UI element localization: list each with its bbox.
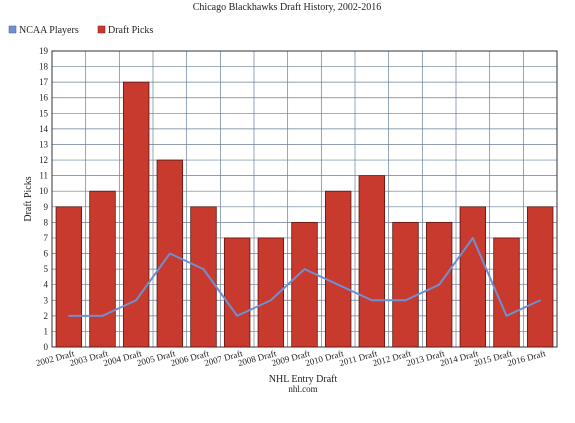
y-tick-label: 3 <box>44 295 49 305</box>
y-tick-label: 13 <box>39 139 49 149</box>
y-tick-label: 15 <box>39 108 49 118</box>
y-tick-label: 17 <box>39 77 49 87</box>
y-tick-label: 10 <box>39 186 49 196</box>
point-ncaa-players <box>135 299 137 302</box>
point-ncaa-players <box>303 268 306 270</box>
y-tick-label: 16 <box>39 93 49 103</box>
y-tick-label: 5 <box>44 264 49 274</box>
bar-draft-picks <box>291 221 318 348</box>
bar-draft-picks <box>459 206 487 348</box>
bar-draft-picks <box>493 237 520 348</box>
bar-draft-picks <box>55 206 83 348</box>
bar-draft-picks <box>526 206 554 348</box>
point-ncaa-players <box>371 299 373 302</box>
x-tick-label: 2016 Draft <box>506 348 547 368</box>
point-ncaa-players <box>236 315 238 317</box>
bar-draft-picks <box>358 175 386 348</box>
point-ncaa-players <box>505 315 508 317</box>
bar-draft-picks <box>223 237 251 348</box>
point-ncaa-players <box>270 299 272 302</box>
point-ncaa-players <box>202 268 205 270</box>
y-tick-label: 14 <box>39 124 49 134</box>
point-ncaa-players <box>68 315 70 317</box>
point-ncaa-players <box>101 315 104 317</box>
point-ncaa-players <box>472 237 474 239</box>
y-tick-label: 12 <box>39 155 48 165</box>
point-ncaa-players <box>337 283 339 286</box>
y-tick-label: 6 <box>44 249 49 259</box>
chart-title: Chicago Blackhawks Draft History, 2002-2… <box>193 2 381 13</box>
line-series <box>68 236 541 317</box>
bars <box>55 81 554 348</box>
y-tick-label: 1 <box>44 326 49 336</box>
y-tick-label: 9 <box>44 202 49 212</box>
source-label: nhl.com <box>288 384 317 394</box>
bar-draft-picks <box>122 81 150 348</box>
y-tick-label: 18 <box>39 62 49 72</box>
legend-label-draft-picks: Draft Picks <box>108 25 153 36</box>
bar-draft-picks <box>190 206 217 348</box>
y-axis-label: Draft Picks <box>23 176 34 221</box>
bar-draft-picks <box>89 190 116 348</box>
point-ncaa-players <box>404 299 407 302</box>
y-tick-label: 8 <box>44 217 49 227</box>
y-tick-label: 19 <box>39 46 49 56</box>
y-tick-label: 7 <box>44 233 49 243</box>
point-ncaa-players <box>438 283 440 286</box>
legend-label-ncaa: NCAA Players <box>19 25 79 36</box>
point-ncaa-players <box>169 252 171 255</box>
legend-swatch-draft-picks <box>97 25 106 34</box>
y-tick-label: 4 <box>44 280 49 290</box>
x-axis-label: NHL Entry Draft <box>269 374 338 385</box>
legend: NCAA Players Draft Picks <box>8 25 153 36</box>
bar-draft-picks <box>392 221 419 348</box>
point-ncaa-players <box>539 299 541 302</box>
bar-draft-picks <box>324 190 352 348</box>
y-tick-label: 11 <box>39 171 48 181</box>
y-tick-label: 0 <box>44 342 49 352</box>
y-tick-label: 2 <box>44 311 49 321</box>
bar-draft-picks <box>257 237 285 348</box>
legend-swatch-ncaa <box>8 25 17 34</box>
